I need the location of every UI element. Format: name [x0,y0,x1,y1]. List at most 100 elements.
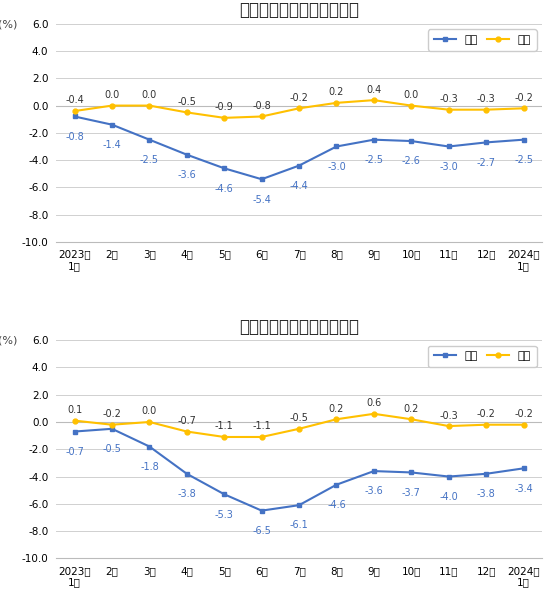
环比 [371,410,377,418]
Line: 同比: 同比 [72,426,526,513]
Text: -0.7: -0.7 [65,447,84,457]
环比 [520,421,527,428]
Text: 0.6: 0.6 [366,398,381,408]
Text: -4.0: -4.0 [439,492,458,502]
Text: 0.2: 0.2 [404,404,419,413]
环比 [108,102,115,109]
同比 [146,443,153,450]
Text: -0.5: -0.5 [103,444,121,454]
Text: 0.0: 0.0 [105,90,120,100]
Text: -3.0: -3.0 [327,162,346,172]
Text: -4.6: -4.6 [215,184,234,194]
环比 [296,105,302,112]
Text: -2.5: -2.5 [364,155,383,165]
同比 [221,491,228,498]
Text: -2.6: -2.6 [402,156,421,166]
Text: -0.4: -0.4 [65,96,84,106]
环比 [183,428,190,435]
同比 [333,481,340,488]
环比 [146,418,153,425]
Title: 工业生产者出厂价格涨跌幅: 工业生产者出厂价格涨跌幅 [239,1,359,20]
Text: -4.6: -4.6 [327,500,346,510]
Legend: 同比, 环比: 同比, 环比 [428,346,537,367]
Text: 0.0: 0.0 [404,90,419,100]
同比 [408,137,415,144]
Text: 0.4: 0.4 [366,84,381,94]
Text: 0.1: 0.1 [67,405,82,415]
环比 [221,114,228,121]
Text: -0.3: -0.3 [477,94,495,104]
环比 [408,416,415,423]
环比 [296,425,302,432]
环比 [446,422,452,429]
同比 [483,470,490,478]
Text: -3.8: -3.8 [177,489,196,499]
环比 [446,106,452,113]
同比 [221,165,228,172]
环比 [258,113,265,120]
Text: -3.0: -3.0 [439,162,458,172]
环比 [371,97,377,104]
同比 [296,501,302,508]
Text: -1.1: -1.1 [252,421,271,431]
同比 [408,469,415,476]
Text: 0.0: 0.0 [142,406,157,416]
环比 [333,99,340,106]
同比 [296,162,302,169]
Text: -0.9: -0.9 [215,102,234,112]
Text: -0.5: -0.5 [177,97,196,107]
环比 [221,434,228,441]
同比 [446,143,452,150]
Text: -5.3: -5.3 [215,510,234,520]
Text: -0.8: -0.8 [252,101,271,111]
同比 [483,139,490,146]
同比 [520,465,527,472]
Legend: 同比, 环比: 同比, 环比 [428,29,537,50]
Title: 工业生产者购进价格涨跌幅: 工业生产者购进价格涨跌幅 [239,318,359,336]
同比 [71,428,78,435]
同比 [108,121,115,128]
Y-axis label: (%): (%) [0,20,17,29]
Text: -3.8: -3.8 [477,489,495,499]
环比 [71,417,78,424]
Text: -5.4: -5.4 [252,194,271,204]
环比 [483,106,490,113]
同比 [108,425,115,432]
同比 [183,470,190,478]
Text: 0.2: 0.2 [329,404,344,413]
Text: -0.3: -0.3 [439,410,458,421]
环比 [483,421,490,428]
环比 [408,102,415,109]
Text: -1.8: -1.8 [140,462,159,472]
Line: 环比: 环比 [72,97,526,121]
Text: -0.3: -0.3 [439,94,458,104]
Text: -0.8: -0.8 [65,132,84,142]
Text: -1.4: -1.4 [103,140,121,150]
Text: -3.7: -3.7 [402,488,421,498]
同比 [446,473,452,480]
Line: 同比: 同比 [72,114,526,182]
同比 [520,136,527,143]
Line: 环比: 环比 [72,412,526,440]
Text: -3.6: -3.6 [177,170,196,180]
Text: -2.7: -2.7 [477,157,496,168]
Text: 0.0: 0.0 [142,90,157,100]
Text: -0.2: -0.2 [103,409,121,419]
Text: -0.2: -0.2 [290,93,309,103]
Text: -1.1: -1.1 [215,421,234,431]
环比 [520,105,527,112]
Text: -3.4: -3.4 [514,484,533,494]
Text: -4.4: -4.4 [290,181,309,191]
环比 [183,109,190,116]
环比 [108,421,115,428]
同比 [146,136,153,143]
Text: 0.2: 0.2 [329,87,344,97]
Text: -0.7: -0.7 [177,416,196,426]
环比 [333,416,340,423]
Text: -0.5: -0.5 [290,413,309,424]
同比 [183,151,190,158]
环比 [258,434,265,441]
Text: -6.1: -6.1 [290,520,309,530]
Text: -0.2: -0.2 [514,409,533,419]
Text: -6.5: -6.5 [252,526,271,536]
